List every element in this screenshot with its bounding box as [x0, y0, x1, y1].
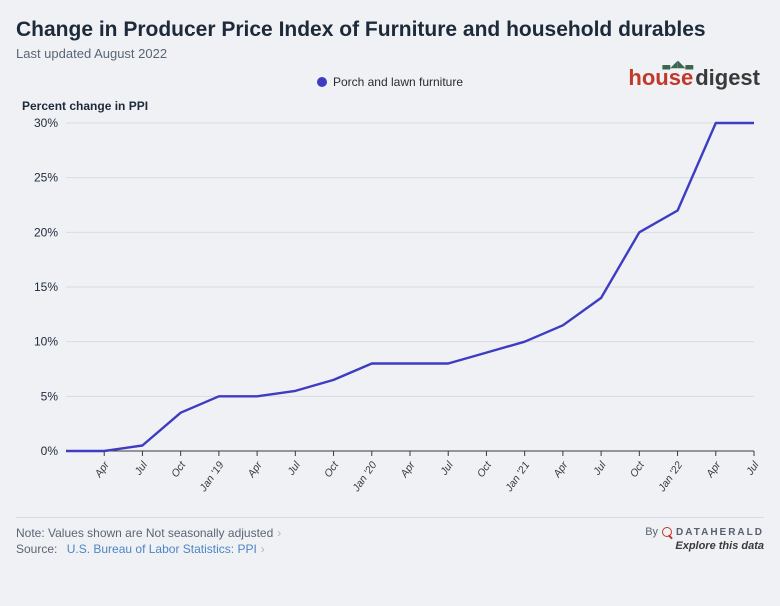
svg-text:30%: 30% — [34, 117, 58, 130]
source-label: Source: — [16, 542, 57, 556]
legend-dot-icon — [317, 77, 327, 87]
chevron-right-icon: › — [261, 542, 265, 556]
svg-text:0%: 0% — [41, 444, 59, 458]
svg-text:Jan '20: Jan '20 — [350, 459, 380, 494]
svg-text:20%: 20% — [34, 225, 58, 239]
svg-text:Apr: Apr — [704, 459, 724, 480]
chart-plot: 0% 5% 10% 15% 20% 25% 30% Apr Jul Oct Jan '19 Apr Ju… — [22, 117, 752, 507]
roof-icon: ▃◢◣▃ — [662, 59, 693, 70]
logo-word-2: digest — [695, 65, 760, 91]
svg-text:Oct: Oct — [628, 459, 648, 480]
svg-text:Jul: Jul — [285, 459, 303, 478]
svg-text:Apr: Apr — [398, 459, 418, 480]
svg-text:10%: 10% — [34, 335, 58, 349]
svg-text:5%: 5% — [41, 389, 59, 403]
svg-text:Oct: Oct — [169, 459, 189, 480]
svg-text:Apr: Apr — [245, 459, 265, 480]
svg-text:15%: 15% — [34, 280, 58, 294]
svg-text:Jan '19: Jan '19 — [197, 459, 227, 494]
brand-logo: house ▃◢◣▃ digest — [628, 65, 760, 91]
svg-text:Oct: Oct — [322, 459, 342, 480]
attribution: By DATAHERALD — [645, 526, 764, 538]
y-axis-label: Percent change in PPI — [22, 99, 764, 113]
svg-text:Jul: Jul — [438, 459, 456, 478]
attribution-brand: DATAHERALD — [676, 527, 764, 538]
source-link[interactable]: U.S. Bureau of Labor Statistics: PPI› — [67, 542, 265, 556]
svg-text:Apr: Apr — [92, 459, 112, 480]
explore-link[interactable]: Explore this data — [645, 540, 764, 552]
chart-svg: 0% 5% 10% 15% 20% 25% 30% Apr Jul Oct Jan '19 Apr Ju… — [22, 117, 762, 507]
svg-text:Oct: Oct — [475, 459, 495, 480]
footer-note: Note: Values shown are Not seasonally ad… — [16, 526, 281, 540]
svg-text:25%: 25% — [34, 171, 58, 185]
chevron-right-icon: › — [277, 526, 281, 540]
chart-subtitle: Last updated August 2022 — [16, 46, 764, 61]
legend-label: Porch and lawn furniture — [333, 75, 463, 89]
chart-title: Change in Producer Price Index of Furnit… — [16, 18, 764, 42]
svg-text:Jul: Jul — [591, 459, 609, 478]
svg-text:Apr: Apr — [551, 459, 571, 480]
svg-text:Jul: Jul — [744, 459, 762, 478]
footer: Note: Values shown are Not seasonally ad… — [16, 526, 764, 556]
legend-item: Porch and lawn furniture — [317, 75, 463, 89]
svg-text:Jan '22: Jan '22 — [656, 459, 686, 494]
svg-text:Jul: Jul — [132, 459, 150, 478]
dataherald-icon — [662, 527, 672, 537]
svg-text:Jan '21: Jan '21 — [503, 459, 533, 494]
footer-separator — [16, 517, 764, 518]
legend-row: Porch and lawn furniture house ▃◢◣▃ dige… — [16, 71, 764, 93]
